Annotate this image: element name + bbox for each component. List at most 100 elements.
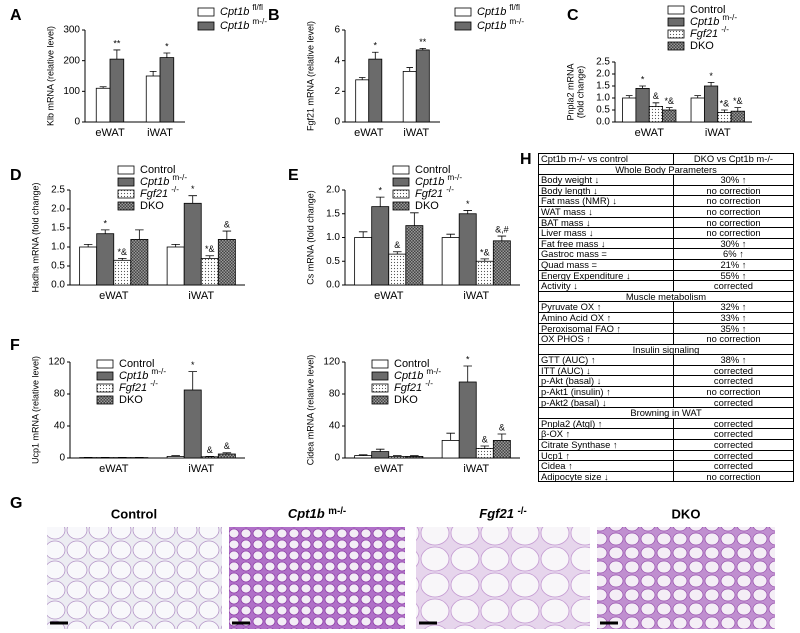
legend-swatch xyxy=(667,5,685,15)
error-bar xyxy=(497,235,507,241)
panel-label: G xyxy=(10,495,22,512)
bar xyxy=(217,453,236,459)
x-tick-label: iWAT xyxy=(403,127,429,139)
legend-swatch xyxy=(117,201,135,211)
panel-label: D xyxy=(10,167,22,184)
legend-label: Cpt1b fl/fl xyxy=(477,3,520,18)
y-tick-label: 2.0 xyxy=(326,185,340,196)
table-cell: Adipocyte size ↓ xyxy=(538,470,674,483)
x-tick-label: iWAT xyxy=(705,127,731,139)
y-tick-label: 2.5 xyxy=(596,57,610,68)
legend-label: Cpt1b m-/- xyxy=(119,367,166,382)
x-tick-label: iWAT xyxy=(463,290,489,302)
table-cell: corrected xyxy=(672,439,795,451)
significance-label: *& xyxy=(118,247,128,257)
table-row: Peroxisomal FAO ↑ 35% ↑ xyxy=(538,322,795,335)
bar xyxy=(159,57,175,123)
legend-label: Fgf21 -/- xyxy=(394,379,433,394)
table-section: Browning in WAT xyxy=(538,407,794,419)
table-row: Body length ↓ no correction xyxy=(538,184,795,197)
y-axis-label: (fold change) xyxy=(575,66,585,119)
significance-label: * xyxy=(103,218,107,228)
image-label: Control xyxy=(111,506,157,521)
significance-label: * xyxy=(466,199,470,209)
y-tick-label: 0 xyxy=(334,453,340,464)
table-cell: Activity ↓ xyxy=(538,280,674,292)
legend-swatch xyxy=(117,189,135,199)
table-cell: 35% ↑ xyxy=(672,322,795,335)
y-tick-label: 0.0 xyxy=(596,117,610,128)
bar xyxy=(200,257,219,286)
error-bar xyxy=(410,212,419,226)
table-cell: β-OX ↑ xyxy=(538,428,674,441)
table-row: Fat free mass ↓ 30% ↑ xyxy=(538,237,795,250)
legend-swatch xyxy=(96,383,114,393)
bar xyxy=(458,381,477,459)
table-cell: Liver mass ↓ xyxy=(538,227,674,239)
table-cell: p-Akt1 (insulin) ↑ xyxy=(538,386,674,398)
y-tick-label: 80 xyxy=(329,389,341,400)
y-tick-label: 1.5 xyxy=(596,81,610,92)
error-bar xyxy=(375,448,385,452)
error-bar xyxy=(83,243,93,247)
table-cell: Cpt1b m-/- vs control xyxy=(538,153,674,165)
bar xyxy=(717,112,732,123)
legend-swatch xyxy=(197,21,215,31)
histology-image xyxy=(47,527,222,629)
y-tick-label: 40 xyxy=(329,421,341,432)
significance-label: & xyxy=(224,219,230,229)
y-tick-label: 100 xyxy=(63,86,80,97)
table-cell: p-Akt (basal) ↓ xyxy=(538,375,674,388)
legend-label: Control xyxy=(119,358,154,370)
error-bar xyxy=(372,51,379,60)
y-tick-label: 120 xyxy=(323,357,340,368)
table-cell: Quad mass = xyxy=(538,258,674,271)
legend-label: DKO xyxy=(394,394,418,406)
x-tick-label: eWAT xyxy=(95,127,125,139)
error-bar xyxy=(694,95,702,98)
bar xyxy=(690,97,705,123)
legend-label: Cpt1b m-/- xyxy=(394,367,441,382)
table-cell: Pyruvate OX ↑ xyxy=(538,301,674,313)
table-section: Whole Body Parameters xyxy=(538,163,794,176)
error-bar xyxy=(393,251,402,255)
significance-label: ** xyxy=(419,37,427,47)
x-tick-label: eWAT xyxy=(99,290,129,302)
bar xyxy=(415,49,430,123)
table-cell: no correction xyxy=(672,333,795,345)
legend-swatch xyxy=(117,177,135,187)
histology-image xyxy=(597,527,775,629)
y-tick-label: 4 xyxy=(334,55,340,66)
legend-label: DKO xyxy=(119,394,143,406)
y-axis-label: Pnpla2 mRNA xyxy=(565,63,575,120)
legend-swatch xyxy=(371,359,389,369)
error-bar xyxy=(707,82,715,86)
x-tick-label: eWAT xyxy=(635,127,665,139)
error-bar xyxy=(222,230,232,240)
bar xyxy=(635,88,650,123)
legend-label: Cpt1b m-/- xyxy=(415,173,462,188)
legend-label: DKO xyxy=(415,200,439,212)
y-tick-label: 1.0 xyxy=(326,232,340,243)
table-row: Fat mass (NMR) ↓ no correction xyxy=(538,195,795,207)
legend-label: Cpt1b fl/fl xyxy=(220,3,263,18)
legend-swatch xyxy=(371,383,389,393)
bar xyxy=(217,238,236,286)
error-bar xyxy=(358,77,366,80)
bar xyxy=(183,202,202,286)
table-cell: corrected xyxy=(672,417,795,430)
x-tick-label: eWAT xyxy=(374,463,404,475)
bar xyxy=(95,87,111,123)
bar xyxy=(492,240,511,286)
error-bar xyxy=(734,107,742,112)
error-bar xyxy=(463,210,472,214)
y-axis-label: Ucp1 mRNA (relative level) xyxy=(30,356,40,464)
bar xyxy=(354,455,373,459)
panel-label: F xyxy=(10,337,20,354)
table-cell: Cidea ↑ xyxy=(538,460,674,472)
y-tick-label: 80 xyxy=(54,389,66,400)
error-bar xyxy=(358,231,368,238)
table-row: Pnpla2 (Atgl) ↑ corrected xyxy=(538,417,795,430)
bar xyxy=(166,455,185,459)
y-tick-label: 0 xyxy=(59,453,65,464)
